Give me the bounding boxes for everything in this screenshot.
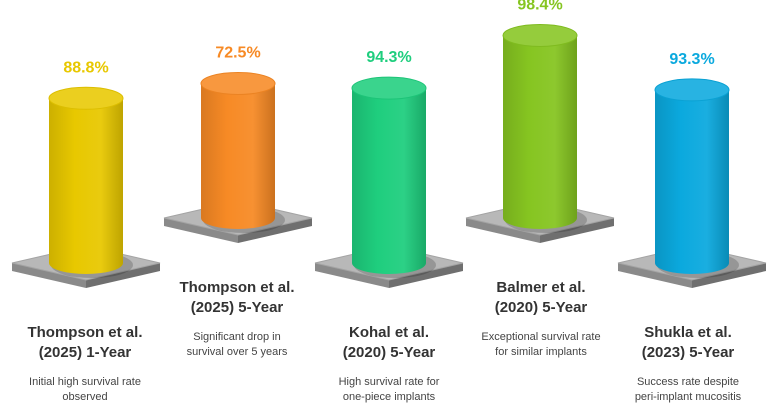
bar-top-1	[48, 86, 124, 110]
value-label-3: 94.3%	[366, 49, 411, 66]
column-text-4: Balmer et al. (2020) 5-Year Exceptional …	[466, 278, 616, 360]
value-label-2: 72.5%	[215, 45, 260, 62]
column-title-3: Kohal et al. (2020) 5-Year	[342, 324, 436, 361]
bar-2	[201, 83, 275, 229]
value-label-1: 88.8%	[63, 59, 108, 76]
value-label-5: 93.3%	[669, 51, 714, 68]
column-text-2: Thompson et al. (2025) 5-Year Significan…	[162, 278, 312, 360]
value-label-4: 98.4%	[517, 0, 562, 13]
bar-group-1: 88.8%	[11, 59, 161, 288]
bar-group-4: 98.4%	[465, 0, 615, 243]
column-title-4: Balmer et al. (2020) 5-Year	[494, 279, 588, 316]
bar-group-5: 93.3%	[617, 51, 767, 288]
column-title-5: Shukla et al. (2023) 5-Year	[641, 324, 735, 361]
bar-top-4	[502, 23, 578, 47]
bar-top-2	[200, 72, 276, 96]
column-title-2: Thompson et al. (2025) 5-Year	[179, 279, 295, 316]
bar-group-2: 72.5%	[163, 45, 313, 243]
column-text-1: Thompson et al. (2025) 1-Year Initial hi…	[10, 323, 160, 405]
bar-3	[352, 88, 426, 274]
column-description-2: Significant drop in survival over 5 year…	[186, 331, 288, 358]
column-title-1: Thompson et al. (2025) 1-Year	[27, 324, 143, 361]
column-description-1: Initial high survival rate observed	[29, 376, 141, 403]
column-description-5: Success rate despite peri-implant mucosi…	[634, 376, 742, 403]
column-text-3: Kohal et al. (2020) 5-Year High survival…	[314, 323, 464, 405]
bar-1	[49, 98, 123, 274]
column-description-4: Exceptional survival rate for similar im…	[481, 331, 601, 358]
bar-top-5	[654, 78, 730, 102]
bar-top-3	[351, 76, 427, 100]
bar-5	[655, 89, 729, 274]
column-description-3: High survival rate for one-piece implant…	[338, 376, 440, 403]
column-text-5: Shukla et al. (2023) 5-Year Success rate…	[613, 323, 763, 405]
bar-4	[503, 35, 577, 229]
bar-group-3: 94.3%	[314, 49, 464, 288]
